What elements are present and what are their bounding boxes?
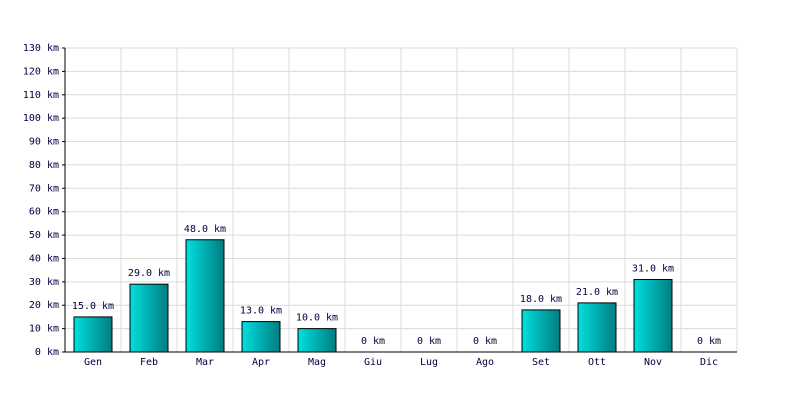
- value-label: 21.0 km: [576, 287, 618, 298]
- value-label: 10.0 km: [296, 313, 338, 324]
- x-tick-label: Ott: [588, 357, 606, 368]
- y-tick-label: 60 km: [29, 207, 59, 218]
- value-label: 0 km: [361, 336, 385, 347]
- bar: [297, 328, 337, 353]
- bar: [241, 321, 281, 353]
- y-tick-label: 20 km: [29, 300, 59, 311]
- bar: [73, 316, 113, 353]
- value-label: 48.0 km: [184, 224, 226, 235]
- x-tick-label: Feb: [140, 357, 158, 368]
- x-tick-label: Apr: [252, 357, 270, 368]
- y-tick-label: 0 km: [35, 347, 59, 358]
- x-tick-label: Dic: [700, 357, 718, 368]
- y-tick-label: 30 km: [29, 277, 59, 288]
- x-tick-label: Mag: [308, 357, 326, 368]
- value-label: 13.0 km: [240, 306, 282, 317]
- value-label: 0 km: [473, 336, 497, 347]
- bar: [577, 302, 617, 353]
- x-tick-label: Nov: [644, 357, 662, 368]
- y-tick-label: 110 km: [23, 90, 59, 101]
- bar: [633, 279, 673, 353]
- y-tick-label: 80 km: [29, 160, 59, 171]
- value-label: 15.0 km: [72, 301, 114, 312]
- y-tick-label: 40 km: [29, 253, 59, 264]
- y-tick-label: 120 km: [23, 66, 59, 77]
- value-label: 31.0 km: [632, 264, 674, 275]
- bar: [521, 309, 561, 353]
- x-tick-label: Gen: [84, 357, 102, 368]
- bar: [185, 239, 225, 353]
- x-tick-label: Set: [532, 357, 550, 368]
- x-tick-label: Ago: [476, 357, 494, 368]
- value-label: 29.0 km: [128, 268, 170, 279]
- value-label: 18.0 km: [520, 294, 562, 305]
- value-label: 0 km: [697, 336, 721, 347]
- y-tick-label: 10 km: [29, 324, 59, 335]
- y-tick-label: 100 km: [23, 113, 59, 124]
- x-tick-label: Mar: [196, 357, 214, 368]
- x-tick-label: Giu: [364, 357, 382, 368]
- x-tick-label: Lug: [420, 357, 438, 368]
- y-tick-label: 130 km: [23, 43, 59, 54]
- value-label: 0 km: [417, 336, 441, 347]
- y-tick-label: 50 km: [29, 230, 59, 241]
- y-tick-label: 70 km: [29, 183, 59, 194]
- bar: [129, 283, 169, 353]
- y-tick-label: 90 km: [29, 137, 59, 148]
